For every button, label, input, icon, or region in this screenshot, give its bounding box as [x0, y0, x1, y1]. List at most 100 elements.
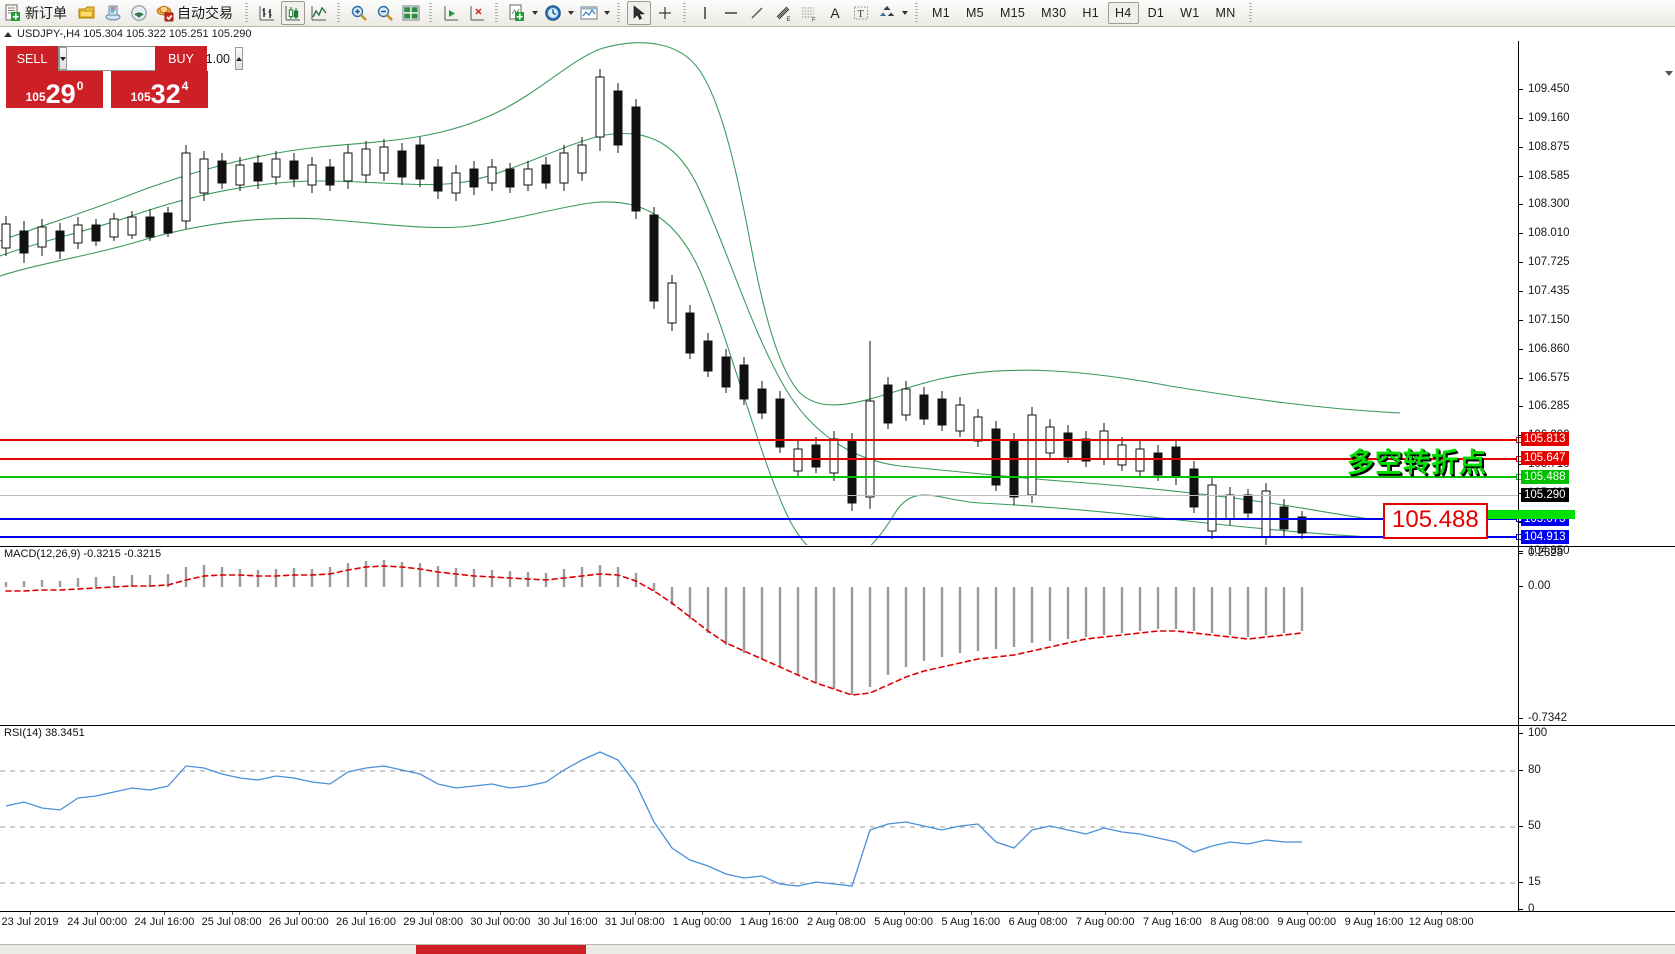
- price-axis-label: 107.435: [1528, 284, 1570, 297]
- auto-scroll-button[interactable]: [439, 1, 463, 25]
- time-axis-label: 24 Jul 16:00: [134, 916, 195, 928]
- one-click-trading-panel[interactable]: SELL BUY 105 29 0 105 32 4: [6, 46, 243, 108]
- fibonacci-button[interactable]: F: [797, 1, 821, 25]
- new-order-button[interactable]: 新订单: [1, 1, 73, 25]
- time-axis-label: 6 Aug 08:00: [1008, 916, 1068, 928]
- price-level-chip-104913[interactable]: 104.913: [1521, 530, 1569, 544]
- time-axis-label: 2 Aug 08:00: [807, 916, 866, 928]
- rsi-pane[interactable]: RSI(14) 38.3451: [0, 725, 1675, 911]
- price-pane[interactable]: [0, 41, 1675, 545]
- resistance-line-105813[interactable]: [0, 437, 1522, 443]
- price-level-chip-105813[interactable]: 105.813: [1521, 432, 1569, 446]
- collapse-triangle-icon[interactable]: [4, 31, 12, 37]
- objects-button[interactable]: [875, 1, 899, 25]
- vertical-line-button[interactable]: [693, 1, 717, 25]
- signals-button[interactable]: [127, 1, 151, 25]
- rsi-axis-label-tick: [1519, 770, 1523, 771]
- period-dropdown-arrow[interactable]: [566, 2, 576, 24]
- time-axis-tick: [97, 912, 99, 915]
- bar-chart-button[interactable]: [255, 1, 279, 25]
- buy-price-box[interactable]: 105 32 4: [111, 71, 208, 108]
- pivot-line-105488[interactable]: [0, 474, 1522, 480]
- line-chart-button[interactable]: [307, 1, 331, 25]
- timeframe-button-m5[interactable]: M5: [965, 6, 984, 20]
- timeframe-button-h1[interactable]: H1: [1082, 6, 1099, 20]
- scroll-right-icon[interactable]: [1665, 71, 1673, 76]
- timeframe-button-h4[interactable]: H4: [1107, 2, 1139, 24]
- text-label-button[interactable]: T: [849, 1, 873, 25]
- volume-stepper[interactable]: [58, 46, 243, 71]
- time-axis-label: 8 Aug 08:00: [1210, 916, 1269, 928]
- price-level-chip-105647[interactable]: 105.647: [1521, 451, 1569, 465]
- time-axis-label: 5 Aug 00:00: [874, 916, 933, 928]
- macd-axis-label-tick: [1519, 553, 1523, 554]
- timeframe-button-m15[interactable]: M15: [999, 6, 1026, 20]
- support-line-104913[interactable]: [0, 534, 1522, 540]
- charts-button[interactable]: [75, 1, 99, 25]
- rsi-axis-label-tick: [1519, 882, 1523, 883]
- macd-pane[interactable]: MACD(12,26,9) -0.3215 -0.3215: [0, 546, 1675, 724]
- timeframe-button-m30[interactable]: M30: [1041, 6, 1067, 20]
- volume-increase-button[interactable]: [235, 47, 243, 70]
- rsi-axis-label: 80: [1528, 764, 1541, 776]
- sell-button[interactable]: SELL: [6, 46, 58, 71]
- volume-input[interactable]: [67, 47, 235, 70]
- time-axis-tick: [836, 912, 838, 915]
- equidistant-channel-button[interactable]: E: [771, 1, 795, 25]
- cursor-button[interactable]: [627, 1, 651, 25]
- text-button[interactable]: A: [830, 5, 840, 21]
- volume-decrease-button[interactable]: [59, 47, 67, 70]
- chart-bottom-border: [0, 911, 1675, 912]
- rsi-axis-label: 15: [1528, 876, 1541, 888]
- candlestick-chart-button[interactable]: [281, 1, 305, 25]
- sell-pips: 29: [45, 79, 76, 109]
- price-level-chip-105290[interactable]: 105.290: [1521, 488, 1569, 502]
- time-axis-tick: [500, 912, 502, 915]
- symbol-ohlc-text: USDJPY-,H4 105.304 105.322 105.251 105.2…: [17, 28, 252, 40]
- buy-button[interactable]: BUY: [155, 46, 207, 71]
- price-axis-label: 106.285: [1528, 400, 1570, 413]
- status-bar-active-tab[interactable]: [416, 945, 586, 954]
- price-level-chip-105488[interactable]: 105.488: [1521, 470, 1569, 484]
- templates-dropdown-arrow[interactable]: [602, 2, 612, 24]
- indicators-button[interactable]: [505, 1, 529, 25]
- price-axis-label: 109.160: [1528, 111, 1570, 124]
- price-axis-label: 104.850: [1528, 544, 1570, 557]
- support-line-105073[interactable]: [0, 516, 1522, 522]
- timeframe-button-w1[interactable]: W1: [1180, 6, 1200, 20]
- price-axis-label: 108.585: [1528, 169, 1570, 182]
- templates-button[interactable]: [577, 1, 601, 25]
- zoom-in-button[interactable]: [347, 1, 371, 25]
- zoom-out-button[interactable]: [373, 1, 397, 25]
- chart-area[interactable]: MACD(12,26,9) -0.3215 -0.3215: [0, 41, 1675, 954]
- time-axis-label: 30 Jul 16:00: [537, 916, 598, 928]
- indicators-dropdown-arrow[interactable]: [530, 2, 540, 24]
- time-axis-label: 5 Aug 16:00: [941, 916, 1001, 928]
- crosshair-button[interactable]: [653, 1, 677, 25]
- toolbar-separator: [243, 3, 251, 23]
- autotrade-button[interactable]: 自动交易: [153, 1, 239, 25]
- highlight-bar: [1480, 510, 1575, 519]
- chart-shift-button[interactable]: [465, 1, 489, 25]
- period-button[interactable]: [541, 1, 565, 25]
- objects-dropdown-arrow[interactable]: [900, 2, 910, 24]
- trendline-button[interactable]: [745, 1, 769, 25]
- horizontal-line-button[interactable]: [719, 1, 743, 25]
- timeframe-button-m1[interactable]: M1: [932, 6, 950, 20]
- price-axis-label: 107.725: [1528, 256, 1570, 269]
- timeframe-button-mn[interactable]: MN: [1215, 6, 1236, 20]
- resistance-line-105647[interactable]: [0, 456, 1522, 462]
- time-axis-label: 26 Jul 16:00: [336, 916, 396, 928]
- time-axis-label: 30 Jul 00:00: [470, 916, 531, 928]
- price-axis-tick: [1519, 117, 1523, 119]
- timeframe-button-d1[interactable]: D1: [1147, 6, 1165, 20]
- sell-price-box[interactable]: 105 29 0: [6, 71, 103, 108]
- price-axis-label: 108.875: [1528, 140, 1570, 153]
- data-window-button[interactable]: [399, 1, 423, 25]
- datacenter-button[interactable]: [101, 1, 125, 25]
- sell-fraction: 0: [76, 79, 84, 93]
- time-axis-tick: [298, 912, 300, 915]
- status-bar: [0, 944, 1675, 954]
- main-toolbar: 新订单: [0, 0, 1675, 27]
- macd-chart-svg: [4, 560, 1304, 696]
